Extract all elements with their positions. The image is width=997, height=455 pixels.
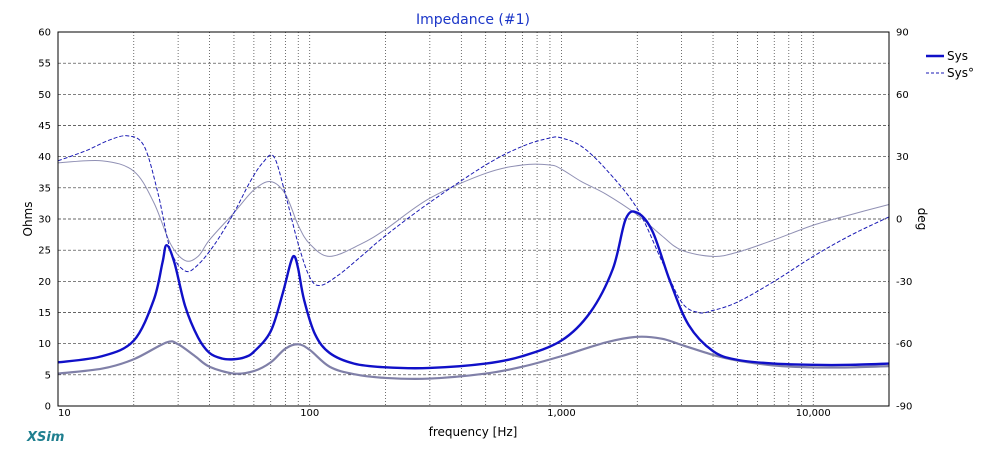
grid-lines: [58, 32, 889, 406]
y-tick-label: 30: [38, 215, 51, 226]
series-line-reference-phase: [57, 159, 890, 262]
y-tick-label: 50: [38, 90, 51, 101]
y-tick-label: 10: [38, 339, 51, 350]
y2-tick-label: -60: [896, 339, 912, 350]
y-tick-label: 20: [38, 277, 51, 288]
y2-axis-label: deg: [915, 208, 929, 231]
y2-tick-label: -90: [896, 402, 912, 413]
y-tick-label: 15: [38, 308, 51, 319]
xsim-logo: XSim: [26, 430, 64, 445]
series-line-reference: [57, 335, 890, 380]
series-line-sys: [57, 210, 890, 370]
y-tick-label: 0: [45, 402, 51, 413]
y-tick-label: 40: [38, 152, 51, 163]
y-tick-label: 35: [38, 183, 51, 194]
y2-tick-label: 90: [896, 28, 909, 39]
tick-labels: 10 100 1,000 10,000 0 5 10 15 20 25 30 35 40 45 50 55 60…: [38, 28, 912, 420]
y-tick-label: 60: [38, 28, 51, 39]
series-lines: [57, 135, 890, 380]
y-tick-label: 5: [45, 370, 51, 381]
x-tick-label: 10: [58, 408, 71, 419]
chart-title: Impedance (#1): [416, 12, 530, 28]
y-tick-label: 25: [38, 246, 51, 257]
y2-tick-label: 0: [896, 215, 902, 226]
x-tick-label: 1,000: [547, 408, 576, 419]
legend: Sys Sys°: [926, 49, 974, 80]
y2-tick-label: -30: [896, 277, 912, 288]
y-tick-label: 45: [38, 121, 51, 132]
y2-tick-label: 30: [896, 152, 909, 163]
x-axis-label: frequency [Hz]: [429, 425, 518, 439]
legend-label-sys: Sys: [947, 49, 968, 63]
legend-label-sys-phase: Sys°: [947, 66, 974, 80]
x-tick-label: 10,000: [796, 408, 831, 419]
y2-tick-label: 60: [896, 90, 909, 101]
y-tick-label: 55: [38, 59, 51, 70]
plot-area-frame: [57, 31, 890, 407]
y-axis-label: Ohms: [21, 202, 35, 237]
x-tick-label: 100: [300, 408, 319, 419]
